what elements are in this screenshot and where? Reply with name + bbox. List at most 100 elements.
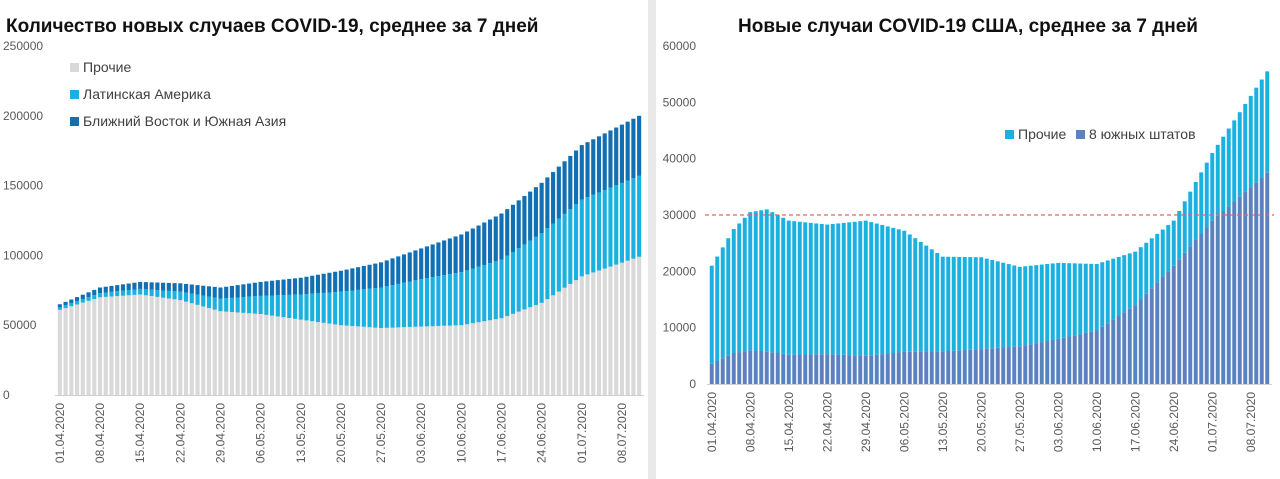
bar-middle-segment <box>951 256 956 351</box>
bar-bottom-segment <box>1017 346 1022 384</box>
bar-middle-segment <box>80 299 85 303</box>
bar-middle-segment <box>367 288 372 328</box>
bar-top-segment <box>201 285 206 296</box>
bar-middle-segment <box>178 291 183 301</box>
x-tick-label-group: 08.04.2020 <box>743 392 757 452</box>
bar-middle-segment <box>292 294 298 319</box>
bar-top-segment <box>614 127 619 186</box>
x-tick-label: 08.07.2020 <box>615 403 629 463</box>
x-tick-label: 13.05.2020 <box>294 403 308 463</box>
bar-bottom-segment <box>737 352 742 384</box>
x-tick-label: 08.04.2020 <box>93 403 107 463</box>
bar-middle-segment <box>918 241 923 352</box>
bar-bottom-segment <box>858 355 863 384</box>
x-tick-label-group: 03.06.2020 <box>414 403 428 463</box>
bar-top-segment <box>361 265 366 290</box>
bar-top-segment <box>143 282 148 290</box>
x-tick-label: 20.05.2020 <box>334 403 348 463</box>
bar-bottom-segment <box>241 312 246 395</box>
bar-middle-segment <box>1133 251 1138 306</box>
bar-top-segment <box>510 204 516 253</box>
bar-bottom-segment <box>1089 331 1094 384</box>
bar-bottom-segment <box>995 347 1000 384</box>
bar-middle-segment <box>819 224 824 355</box>
bar-top-segment <box>631 118 636 179</box>
right-chart-title: Новые случаи COVID-19 США, среднее за 7 … <box>738 16 1198 37</box>
bar-bottom-segment <box>968 349 973 384</box>
bar-middle-segment <box>321 292 326 323</box>
bar-bottom-segment <box>1072 335 1077 384</box>
bar-middle-segment <box>1160 229 1165 277</box>
bar-middle-segment <box>115 291 120 297</box>
bar-top-segment <box>92 289 97 296</box>
bar-bottom-segment <box>436 326 441 395</box>
legend-label: Прочие <box>83 59 131 75</box>
bar-top-segment <box>161 282 166 291</box>
bar-bottom-segment <box>126 295 131 395</box>
bar-middle-segment <box>470 268 475 324</box>
bar-middle-segment <box>1254 87 1259 183</box>
bar-bottom-segment <box>1001 347 1006 384</box>
bar-middle-segment <box>413 280 418 327</box>
bar-middle-segment <box>847 222 852 356</box>
bar-middle-segment <box>247 296 252 314</box>
bar-middle-segment <box>858 221 863 356</box>
bar-middle-segment <box>556 218 561 292</box>
bar-middle-segment <box>149 289 154 297</box>
bar-top-segment <box>625 121 630 181</box>
bar-bottom-segment <box>759 350 764 384</box>
x-tick-label-group: 10.06.2020 <box>1090 392 1104 452</box>
bar-middle-segment <box>1039 264 1044 343</box>
bar-middle-segment <box>852 221 857 356</box>
bar-bottom-segment <box>726 355 731 384</box>
bar-top-segment <box>287 278 292 295</box>
bar-middle-segment <box>1083 263 1088 333</box>
bar-bottom-segment <box>1221 211 1226 384</box>
bar-middle-segment <box>841 222 846 355</box>
bar-middle-segment <box>298 294 303 320</box>
bar-middle-segment <box>482 264 487 322</box>
bar-middle-segment <box>258 295 263 315</box>
bar-middle-segment <box>92 295 97 300</box>
bar-bottom-segment <box>470 323 475 395</box>
y-tick-label: 200000 <box>3 109 43 123</box>
bar-bottom-segment <box>786 354 791 384</box>
bar-middle-segment <box>1199 172 1204 234</box>
bar-bottom-segment <box>206 308 212 395</box>
bar-middle-segment <box>103 292 108 297</box>
bar-bottom-segment <box>1199 233 1204 384</box>
x-tick-label-group: 01.07.2020 <box>1205 392 1219 452</box>
bar-bottom-segment <box>775 353 780 384</box>
x-tick-label: 17.06.2020 <box>1128 392 1142 452</box>
bar-bottom-segment <box>1149 288 1154 384</box>
bar-bottom-segment <box>874 354 879 384</box>
bar-top-segment <box>637 115 642 176</box>
bar-middle-segment <box>1237 112 1242 197</box>
bar-bottom-segment <box>913 351 918 384</box>
bar-middle-segment <box>573 204 579 281</box>
legend: Прочие 8 южных штатов <box>1005 126 1196 142</box>
bar-middle-segment <box>614 185 619 265</box>
bar-middle-segment <box>1017 266 1022 347</box>
legend-swatch <box>1076 130 1085 139</box>
bar-bottom-segment <box>1144 293 1149 384</box>
bar-bottom-segment <box>935 351 940 384</box>
legend-swatch <box>70 63 79 72</box>
bar-bottom-segment <box>493 319 498 395</box>
bar-top-segment <box>430 244 435 278</box>
bar-bottom-segment <box>1155 282 1160 384</box>
bar-bottom-segment <box>863 355 868 384</box>
bar-top-segment <box>447 238 452 275</box>
bar-middle-segment <box>896 229 901 353</box>
left-chart: 0 50000 100000 150000 200000 250000 01.04.2020… <box>3 39 644 463</box>
bar-bottom-segment <box>619 262 624 395</box>
bar-middle-segment <box>447 274 452 326</box>
x-tick-label-group: 29.04.2020 <box>859 392 873 452</box>
x-tick-label: 10.06.2020 <box>1090 392 1104 452</box>
bar-middle-segment <box>902 230 907 352</box>
bar-middle-segment <box>516 248 521 312</box>
bar-bottom-segment <box>1028 344 1033 384</box>
bar-top-segment <box>126 283 131 291</box>
bar-top-segment <box>86 292 91 298</box>
bar-bottom-segment <box>63 308 68 395</box>
